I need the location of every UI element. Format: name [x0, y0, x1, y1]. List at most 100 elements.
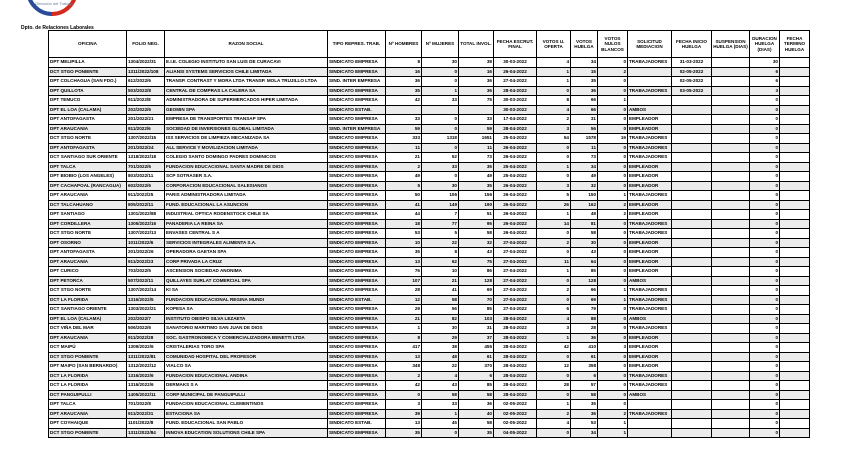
cell-hombres: 107 [385, 275, 422, 286]
cell-solicitud-mediacion: TRABAJADORES [627, 323, 672, 334]
cell-folio: 1305/2022/16 [126, 218, 165, 229]
cell-votos-huelga: 36 [570, 85, 598, 96]
cell-oficina: DPT ANTOFAGASTA [48, 114, 127, 125]
table-row: DPT ARAUCANIA 911/2022/23 CORP PRIVADA LA … [48, 256, 810, 267]
cell-votos-nulos: 0 [597, 85, 628, 96]
cell-razon-social: GEOMIN SPA [164, 104, 328, 115]
cell-fecha-termino [779, 427, 810, 438]
cell-votos-huelga: 73 [570, 152, 598, 163]
cell-duracion: 0 [749, 152, 780, 163]
cell-fecha-termino [779, 304, 810, 315]
cell-oficina: DCT VIÑA DEL MAR [48, 323, 127, 334]
cell-total: 370 [458, 361, 494, 372]
cell-fecha-termino [779, 266, 810, 277]
cell-fecha-termino [779, 294, 810, 305]
cell-suspension [711, 104, 750, 115]
cell-suspension [711, 408, 750, 419]
cell-fecha-escrutinio: 28-04-2022 [493, 332, 537, 343]
cell-votos-nulos: 1 [597, 294, 628, 305]
cell-mujeres: 10 [421, 266, 459, 277]
column-header-duracion: DURACION HUELGA (DIAS) [749, 30, 780, 58]
cell-folio: 1307/2022/13 [126, 228, 165, 239]
cell-folio: 202/2022/6 [126, 104, 165, 115]
cell-fecha-escrutinio: 28-04-2022 [493, 370, 537, 381]
cell-mujeres [421, 104, 459, 115]
cell-fecha-termino [779, 332, 810, 343]
cell-votos-oferta: 0 [536, 389, 571, 400]
cell-duracion: 0 [749, 95, 780, 106]
cell-razon-social: ALIANSI SYSTEMS SERVICIOS CHILE LIMITADA [164, 66, 328, 77]
cell-duracion: 0 [749, 190, 780, 201]
cell-votos-huelga: 28 [570, 323, 598, 334]
cell-fecha-termino [779, 399, 810, 410]
cell-tipo-repres: SINDICATO EMPRESA [327, 199, 386, 210]
cell-folio: 701/2022/8 [126, 399, 165, 410]
cell-duracion: 30 [749, 57, 780, 68]
cell-mujeres: 149 [421, 199, 459, 210]
cell-razon-social: VIALCO SA [164, 361, 328, 372]
cell-mujeres: 0 [421, 76, 459, 87]
cell-fecha-inicio [671, 285, 712, 296]
cell-tipo-repres: SINDICATO ESTAB. [327, 104, 386, 115]
cell-total: 36 [458, 399, 494, 410]
table-row: DPT ANTOFAGASTA 201/2022/26 OPERADORA GAET… [48, 247, 810, 258]
table-row: DPT TALCA 701/2022/8 FUNDACION EDUCACIONAL… [48, 399, 810, 410]
cell-fecha-escrutinio: 27-04-2022 [493, 256, 537, 267]
cell-mujeres: 1318 [421, 133, 459, 144]
cell-duracion: 0 [749, 104, 780, 115]
cell-folio: 911/2022/31 [126, 408, 165, 419]
cell-fecha-inicio [671, 171, 712, 182]
header-row: OFICINA FOLIO NEG. RAZON SOCIAL TIPO REPRES… [48, 30, 810, 58]
cell-duracion: 0 [749, 399, 780, 410]
cell-tipo-repres: SINDICATO EMPRESA [327, 66, 386, 77]
strike-report-table: OFICINA FOLIO NEG. RAZON SOCIAL TIPO REPRES… [48, 30, 810, 438]
cell-tipo-repres: SINDICATO EMPRESA [327, 323, 386, 334]
cell-votos-huelga: 35 [570, 76, 598, 87]
cell-votos-huelga: 66 [570, 285, 598, 296]
cell-razon-social: EMPRESA DE TRANSPORTES TRANSAP SPA [164, 114, 328, 125]
cell-suspension [711, 76, 750, 87]
cell-fecha-escrutinio: 30-03-2022 [493, 104, 537, 115]
cell-hombres: 8 [385, 332, 422, 343]
cell-duracion: 0 [749, 351, 780, 362]
cell-fecha-inicio [671, 237, 712, 248]
cell-folio: 201/2022/26 [126, 247, 165, 258]
cell-votos-huelga: 58 [570, 389, 598, 400]
cell-solicitud-mediacion [627, 95, 672, 106]
cell-razon-social: FUNDACION EDUCACIONAL CLEMENTINOS [164, 399, 328, 410]
cell-tipo-repres: SINDICATO EMPRESA [327, 57, 386, 68]
cell-fecha-termino [779, 66, 810, 77]
cell-mujeres: 4 [421, 370, 459, 381]
cell-razon-social: PARIS ADMINISTRADORA LIMITADA [164, 190, 328, 201]
cell-razon-social: E.I.E. COLEGIO INSTITUTO SAN LUIS DE CUR… [164, 57, 328, 68]
cell-suspension [711, 418, 750, 429]
cell-oficina: DPT SANTIAGO [48, 209, 127, 220]
cell-votos-nulos: 0 [597, 142, 628, 153]
cell-total: 156 [458, 190, 494, 201]
cell-solicitud-mediacion [627, 399, 672, 410]
cell-votos-nulos: 0 [597, 351, 628, 362]
cell-votos-huelga: 15 [570, 66, 598, 77]
cell-fecha-escrutinio: 27-04-2022 [493, 76, 537, 87]
cell-hombres: 11 [385, 142, 422, 153]
cell-fecha-termino [779, 142, 810, 153]
cell-votos-oferta: 0 [536, 275, 571, 286]
cell-oficina: DPT CURICO [48, 266, 127, 277]
cell-fecha-inicio [671, 114, 712, 125]
table-row: DCT VIÑA DEL MAR 506/2022/6 SANATORIO MARI… [48, 323, 810, 334]
cell-fecha-inicio [671, 361, 712, 372]
cell-folio: 1307/2022/15 [126, 133, 165, 144]
cell-solicitud-mediacion: AMBOS [627, 313, 672, 324]
cell-fecha-escrutinio: 25-04-2022 [493, 171, 537, 182]
cell-fecha-escrutinio: 28-04-2022 [493, 342, 537, 353]
cell-tipo-repres: SINDICATO EMPRESA [327, 152, 386, 163]
cell-mujeres: 1 [421, 85, 459, 96]
cell-duracion: 6 [749, 76, 780, 87]
cell-total: 40 [458, 408, 494, 419]
cell-tipo-repres: SIND. INTER EMPRESA [327, 123, 386, 134]
cell-oficina: DPT CORDILLERA [48, 218, 127, 229]
cell-folio: 1311/2022/84 [126, 427, 165, 438]
cell-votos-nulos: 0 [597, 247, 628, 258]
cell-duracion: 6 [749, 66, 780, 77]
table-row: DPT ARAUCANIA 911/2022/6 SOCIEDAD DE INVER… [48, 123, 810, 134]
